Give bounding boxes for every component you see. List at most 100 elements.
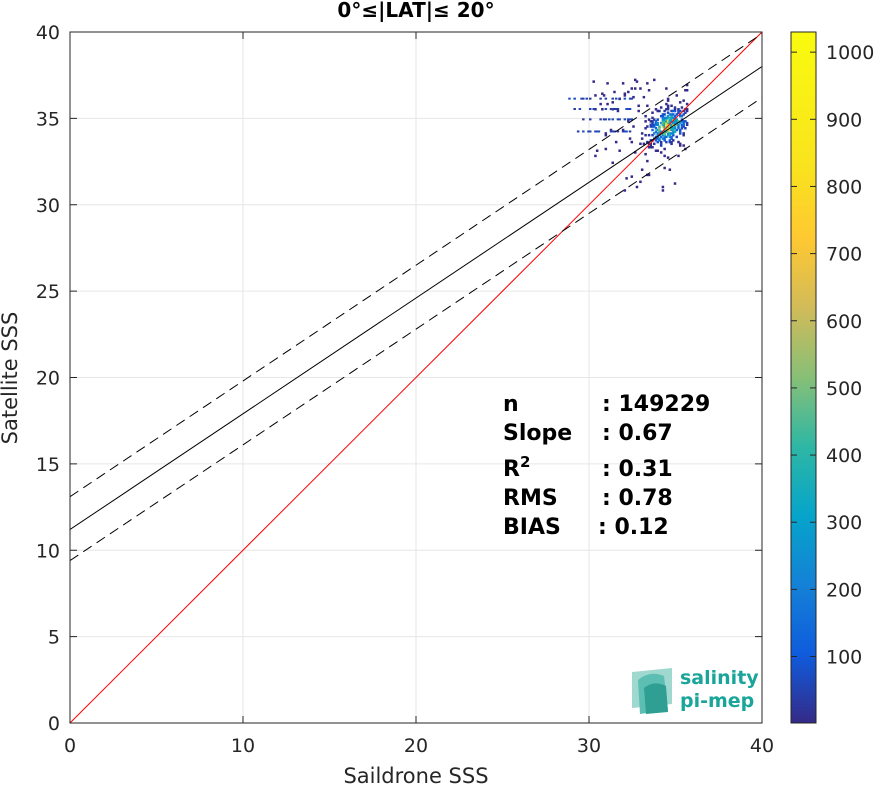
heatmap-cell — [668, 125, 672, 128]
heatmap-cell — [639, 180, 642, 184]
regression-minus-2-rms-line — [70, 97, 762, 562]
heatmap-cell — [677, 125, 680, 128]
heatmap-cell — [663, 133, 666, 137]
heatmap-cell — [658, 127, 661, 130]
heatmap-cell — [673, 108, 677, 111]
heatmap-cell — [661, 123, 665, 127]
heatmap-cell — [656, 118, 659, 121]
heatmap-cell — [630, 140, 634, 144]
heatmap-cell — [663, 116, 666, 120]
colorbar-tick-label: 500 — [826, 378, 862, 400]
heatmap-cell — [578, 108, 582, 111]
heatmap-cell — [672, 109, 675, 113]
heatmap-cell — [678, 113, 682, 116]
heatmap-cell — [663, 135, 666, 139]
heatmap-cell — [663, 125, 666, 128]
heatmap-cell — [677, 109, 680, 113]
heatmap-cell — [656, 109, 659, 113]
heatmap-cell — [663, 154, 666, 158]
heatmap-cell — [616, 108, 620, 111]
heatmap-cell — [665, 140, 668, 144]
heatmap-cell — [666, 121, 670, 125]
heatmap-cell — [653, 118, 656, 121]
heatmap-cell — [589, 97, 592, 100]
heatmap-cell — [682, 121, 685, 125]
stat-value: : 0.31 — [602, 457, 673, 482]
stat-label: BIAS — [503, 515, 561, 540]
heatmap-cell — [627, 90, 630, 94]
heatmap-cell — [644, 133, 647, 137]
heatmap-cell — [668, 132, 672, 135]
heatmap-cell — [673, 120, 677, 123]
heatmap-cell — [672, 123, 675, 127]
heatmap-cell — [594, 94, 597, 97]
heatmap-cell — [661, 114, 665, 118]
heatmap-cell — [680, 125, 684, 128]
heatmap-cell — [653, 125, 656, 128]
stat-value: : 0.67 — [602, 421, 673, 446]
heatmap-cell — [654, 149, 658, 152]
heatmap-cell — [623, 130, 627, 133]
heatmap-cell — [666, 99, 670, 102]
heatmap-cell — [649, 142, 653, 146]
heatmap-cell — [630, 87, 634, 90]
heatmap-cell — [672, 139, 675, 142]
x-axis-ticks: 0 10 20 30 40 — [64, 32, 774, 757]
heatmap-cell — [668, 133, 672, 137]
heatmap-cell — [582, 130, 585, 133]
heatmap-cell — [606, 82, 609, 85]
colorbar-tick-label: 300 — [826, 512, 862, 534]
heatmap-cell — [628, 130, 632, 133]
heatmap-cell — [587, 130, 590, 133]
heatmap-cell — [677, 140, 680, 144]
heatmap-cell — [672, 127, 675, 130]
stat-value: : 149229 — [602, 392, 710, 417]
heatmap-cell — [635, 80, 639, 83]
heatmap-cell — [576, 130, 580, 133]
heatmap-cell — [668, 135, 672, 139]
heatmap-cell — [613, 90, 616, 94]
heatmap-cell — [673, 116, 677, 120]
heatmap-cell — [668, 116, 672, 120]
heatmap-cell — [649, 146, 653, 149]
colorbar-tick-label: 1000 — [826, 42, 874, 64]
heatmap-cell — [670, 114, 673, 118]
heatmap-cell — [647, 133, 651, 137]
heatmap-cell — [611, 161, 614, 165]
heatmap-cell — [670, 127, 673, 130]
y-axis-ticks: 0 5 10 15 20 25 30 35 40 — [36, 22, 762, 735]
heatmap-cell — [670, 109, 673, 113]
heatmap-cell — [682, 120, 685, 123]
heatmap-cell — [597, 130, 601, 133]
heatmap-cell — [633, 87, 637, 90]
heatmap-cell — [663, 121, 666, 125]
heatmap-cell — [646, 104, 649, 108]
heatmap-cell — [656, 123, 659, 127]
heatmap-cell — [663, 166, 666, 170]
heatmap-cell — [654, 139, 658, 142]
x-axis-label: Saildrone SSS — [343, 764, 488, 786]
heatmap-cell — [659, 151, 663, 154]
heatmap-cell — [677, 120, 680, 123]
heatmap-cell — [675, 94, 678, 97]
heatmap-cell — [601, 92, 604, 95]
heatmap-cell — [682, 113, 685, 116]
heatmap-cell — [658, 109, 661, 113]
regression-plus-2-rms-line — [70, 33, 762, 498]
heatmap-cell — [665, 118, 668, 121]
heatmap-cell — [654, 130, 658, 133]
one-to-one-line — [70, 32, 762, 723]
heatmap-cell — [599, 118, 602, 121]
heatmap-cell — [623, 97, 627, 100]
heatmap-cell — [659, 135, 663, 139]
heatmap-cell — [672, 113, 675, 116]
heatmap-cell — [663, 127, 666, 130]
heatmap-cell — [678, 144, 682, 147]
heatmap-cell — [568, 97, 571, 100]
stat-label: RMS — [503, 486, 558, 511]
heatmap-cell — [589, 130, 592, 133]
heatmap-cell — [647, 146, 651, 149]
heatmap-cell — [659, 106, 663, 109]
logo-line-1: salinity — [680, 667, 759, 689]
